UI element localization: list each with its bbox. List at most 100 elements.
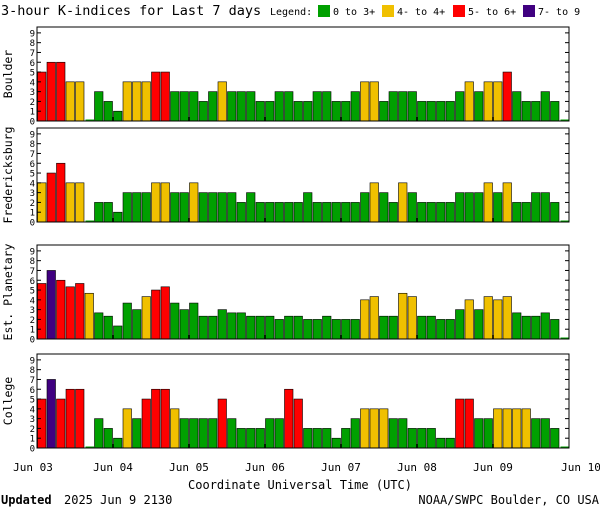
k-index-bar bbox=[379, 101, 389, 122]
k-index-bar bbox=[246, 192, 256, 223]
k-index-bar bbox=[407, 192, 417, 223]
k-index-bar bbox=[407, 91, 417, 122]
y-tick-label: 8 bbox=[30, 140, 35, 150]
k-index-bar bbox=[227, 312, 237, 340]
k-index-bar bbox=[75, 182, 85, 223]
k-index-bar bbox=[246, 91, 256, 122]
k-index-bar bbox=[502, 71, 512, 122]
k-index-bar bbox=[151, 71, 161, 122]
k-index-bar bbox=[85, 119, 94, 121]
y-tick-label: 2 bbox=[30, 98, 35, 108]
k-index-bar bbox=[398, 182, 408, 223]
y-tick-label: 2 bbox=[30, 425, 35, 435]
k-index-bar bbox=[560, 446, 569, 448]
y-tick-label: 3 bbox=[30, 88, 35, 98]
k-index-bar bbox=[293, 315, 303, 340]
k-index-bar bbox=[217, 81, 227, 122]
k-index-bar bbox=[208, 418, 218, 449]
k-index-bar bbox=[227, 192, 237, 223]
k-index-bar bbox=[407, 296, 417, 340]
k-index-bar bbox=[445, 101, 455, 122]
legend-entry: 4- to 4+ bbox=[397, 7, 445, 18]
k-index-bar bbox=[84, 292, 94, 340]
k-index-bar bbox=[436, 202, 446, 223]
y-tick-label: 9 bbox=[30, 247, 35, 257]
k-index-bar bbox=[179, 192, 189, 223]
k-index-bar bbox=[398, 292, 408, 340]
k-index-bar bbox=[521, 408, 531, 449]
y-tick-label: 8 bbox=[30, 39, 35, 49]
y-tick-label: 6 bbox=[30, 277, 35, 287]
k-index-bar bbox=[426, 315, 436, 340]
legend: 0 to 3+ 4- to 4+ 5- to 6+ 7- to 9 bbox=[318, 5, 580, 18]
k-index-bar bbox=[474, 192, 484, 223]
k-index-bar bbox=[46, 61, 56, 122]
x-tick-label: Jun 10 bbox=[561, 461, 600, 474]
panel-frame bbox=[36, 26, 570, 122]
k-index-bar bbox=[236, 202, 246, 223]
k-index-bar bbox=[493, 81, 503, 122]
y-tick-label: 4 bbox=[30, 78, 35, 88]
k-index-bar bbox=[160, 286, 170, 340]
k-index-bar bbox=[265, 418, 275, 449]
k-index-bar bbox=[550, 319, 560, 340]
k-index-bar bbox=[436, 319, 446, 340]
y-tick-label: 7 bbox=[30, 49, 35, 59]
k-index-bar bbox=[227, 418, 237, 449]
y-tick-label: 1 bbox=[30, 435, 35, 445]
k-index-bar bbox=[103, 202, 113, 223]
k-index-bar bbox=[369, 296, 379, 340]
k-index-bar bbox=[303, 428, 313, 449]
k-index-bar bbox=[217, 398, 227, 449]
k-index-bar bbox=[151, 289, 161, 340]
y-tick-label: 6 bbox=[30, 160, 35, 170]
k-index-bar bbox=[255, 202, 265, 223]
credit-text: NOAA/SWPC Boulder, CO USA bbox=[418, 493, 599, 507]
k-index-bar bbox=[274, 418, 284, 449]
k-index-bar bbox=[388, 315, 398, 340]
k-index-bar bbox=[94, 312, 104, 340]
k-index-bar bbox=[331, 437, 341, 449]
legend-swatch bbox=[318, 5, 330, 17]
k-index-bar bbox=[46, 270, 56, 340]
k-index-bar bbox=[483, 296, 493, 340]
x-tick-label: Jun 05 bbox=[169, 461, 209, 474]
k-index-bar bbox=[236, 428, 246, 449]
y-tick-label: 4 bbox=[30, 296, 35, 306]
k-index-bar bbox=[293, 202, 303, 223]
x-tick-label: Jun 09 bbox=[473, 461, 513, 474]
k-index-bar bbox=[445, 319, 455, 340]
k-index-bar bbox=[512, 312, 522, 340]
k-index-bar bbox=[483, 418, 493, 449]
k-index-bar bbox=[122, 192, 132, 223]
panel-frame bbox=[36, 244, 570, 340]
k-index-bar bbox=[369, 182, 379, 223]
y-tick-label: 0 bbox=[30, 445, 35, 455]
k-index-bar bbox=[474, 309, 484, 340]
k-index-bar bbox=[350, 418, 360, 449]
k-index-bar bbox=[493, 299, 503, 340]
k-index-bar bbox=[550, 101, 560, 122]
k-index-bar bbox=[483, 182, 493, 223]
k-index-bar bbox=[445, 202, 455, 223]
y-tick-label: 5 bbox=[30, 69, 35, 79]
k-index-bar bbox=[303, 192, 313, 223]
k-index-bar bbox=[141, 398, 151, 449]
k-index-bar bbox=[179, 91, 189, 122]
k-index-bar bbox=[141, 192, 151, 223]
k-index-bar bbox=[540, 312, 550, 340]
legend-entry: 5- to 6+ bbox=[468, 7, 516, 18]
panel-label: College bbox=[1, 377, 15, 426]
k-index-bar bbox=[198, 315, 208, 340]
k-index-bar bbox=[141, 81, 151, 122]
k-index-bar bbox=[521, 315, 531, 340]
y-tick-label: 6 bbox=[30, 59, 35, 69]
k-index-bar bbox=[85, 220, 94, 222]
k-index-bar bbox=[37, 283, 47, 340]
k-index-bar bbox=[521, 101, 531, 122]
k-index-bar bbox=[94, 91, 104, 122]
k-index-bar bbox=[255, 315, 265, 340]
k-index-bar bbox=[560, 337, 569, 339]
